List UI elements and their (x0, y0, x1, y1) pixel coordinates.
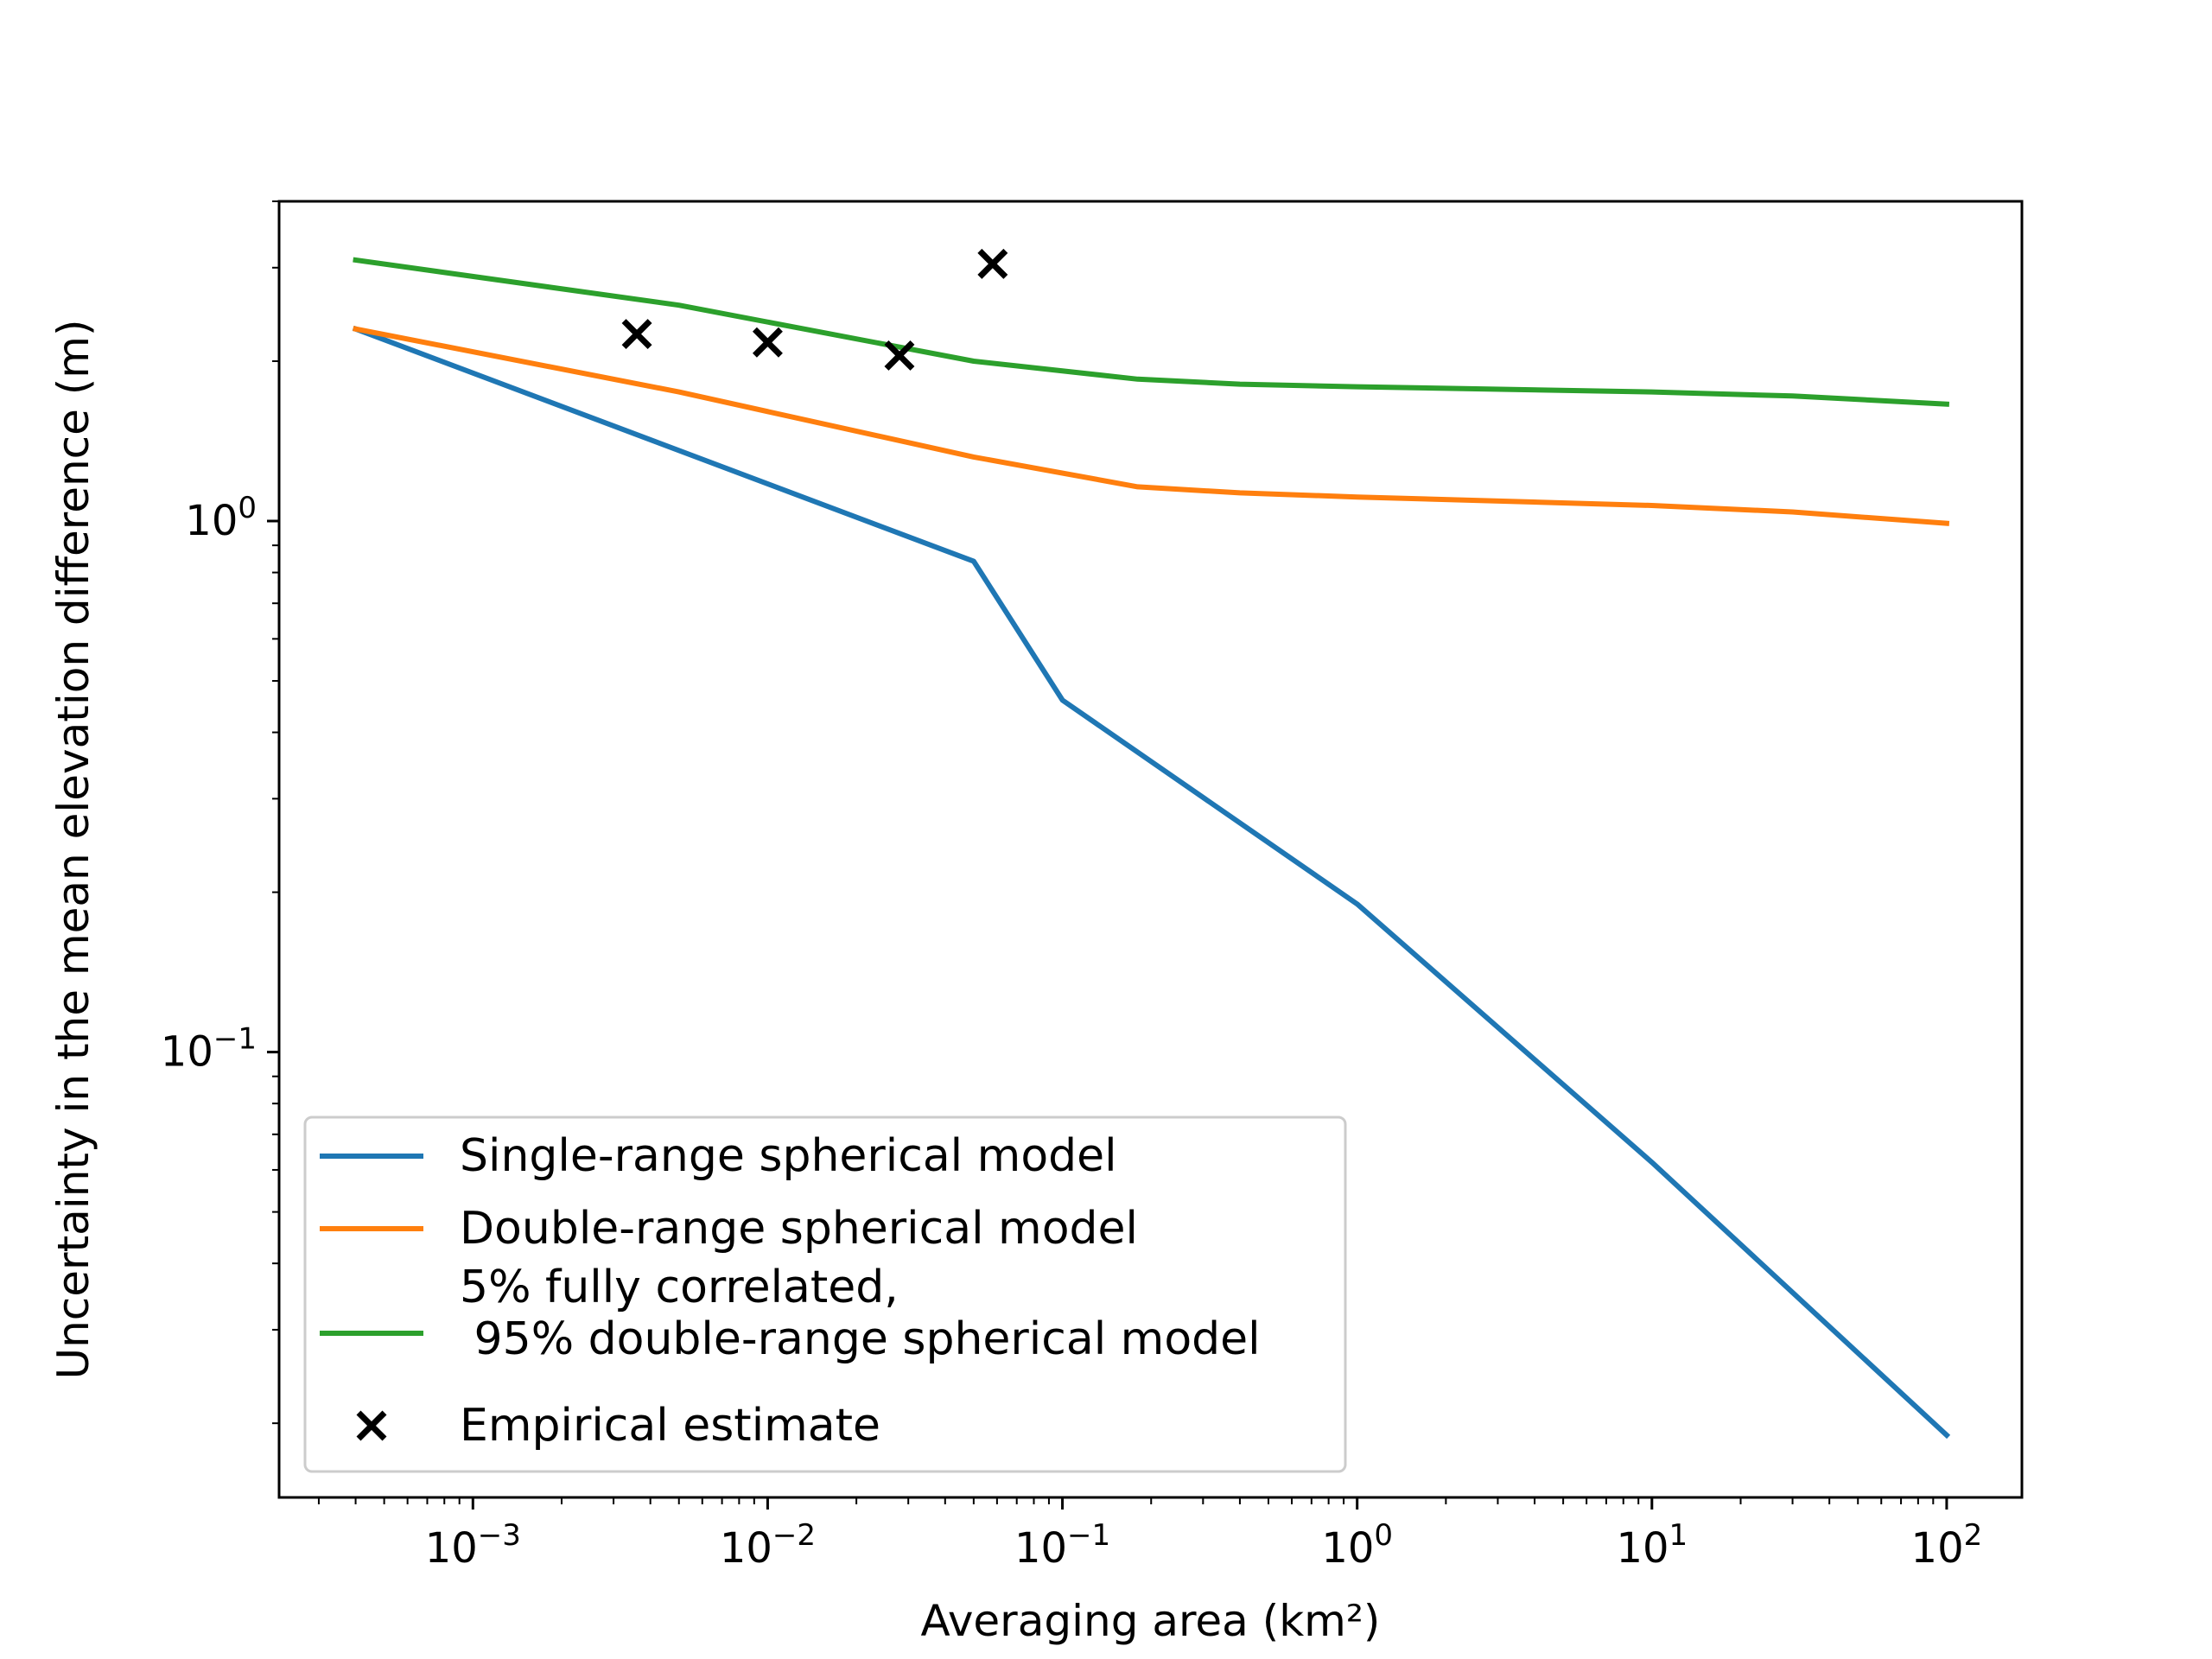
marker-stroke (356, 1410, 387, 1441)
legend-box (303, 1116, 1347, 1473)
plot-marks (352, 248, 1951, 1440)
legend-swatch-3 (356, 1410, 387, 1441)
x-tick-label: 10−3 (425, 1518, 521, 1573)
legend-label-line: Double-range spherical model (460, 1203, 1138, 1255)
x-axis: 10−3 10−2 10−1 100 101 102 (317, 1497, 1983, 1573)
legend-label-1: Double-range spherical model (460, 1203, 1138, 1255)
x-tick-label-base: 10 (425, 1524, 478, 1573)
series-line-1 (353, 326, 1950, 526)
series-line-0 (352, 325, 1951, 1440)
legend-label-line: Empirical estimate (460, 1400, 880, 1452)
x-tick-label: 10−1 (1014, 1518, 1110, 1573)
x-tick-label-base: 10 (720, 1524, 772, 1573)
x-tick-label: 100 (1321, 1518, 1393, 1573)
x-axis-label: Averaging area (km²) (921, 1596, 1381, 1646)
legend-label-2: 5% fully correlated, 95% double-range sp… (460, 1262, 1261, 1365)
legend: Single-range spherical model Double-range… (303, 1116, 1347, 1473)
x-tick-label-base: 10 (1014, 1524, 1067, 1573)
x-tick-label-base: 10 (1616, 1524, 1669, 1573)
legend-label-line: Single-range spherical model (460, 1130, 1117, 1182)
x-tick-label-base: 10 (1321, 1524, 1374, 1573)
x-tick-label-exponent: 0 (1374, 1518, 1393, 1553)
x-tick-label-base: 10 (1911, 1524, 1964, 1573)
y-tick-label: 100 (185, 491, 257, 545)
y-tick-label-base: 10 (185, 497, 238, 545)
series-line-2 (353, 257, 1950, 407)
y-tick-label-exponent: 0 (238, 491, 257, 525)
y-axis-label: Uncertainty in the mean elevation differ… (48, 319, 99, 1379)
marker-stroke (977, 248, 1008, 279)
y-tick-label-base: 10 (161, 1028, 213, 1077)
empirical-point-3 (977, 248, 1008, 279)
x-tick-label-exponent: −1 (1067, 1518, 1110, 1553)
empirical-point-2 (884, 340, 915, 371)
empirical-point-0 (621, 319, 652, 350)
legend-label-line: 5% fully correlated, (460, 1262, 899, 1313)
x-tick-label: 101 (1616, 1518, 1688, 1573)
x-tick-label-exponent: −2 (772, 1518, 816, 1553)
legend-label-3: Empirical estimate (460, 1400, 880, 1452)
marker-stroke (884, 340, 915, 371)
legend-label-line: 95% double-range spherical model (460, 1313, 1261, 1365)
x-tick-label: 10−2 (720, 1518, 816, 1573)
legend-label-0: Single-range spherical model (460, 1130, 1117, 1182)
y-tick-label: 10−1 (161, 1022, 257, 1077)
x-tick-label-exponent: 1 (1669, 1518, 1688, 1553)
empirical-point-1 (752, 327, 783, 358)
x-tick-label: 102 (1911, 1518, 1983, 1573)
x-tick-label-exponent: 2 (1964, 1518, 1983, 1553)
y-tick-label-exponent: −1 (213, 1022, 257, 1057)
marker-stroke (752, 327, 783, 358)
marker-stroke (621, 319, 652, 350)
x-tick-label-exponent: −3 (478, 1518, 521, 1553)
